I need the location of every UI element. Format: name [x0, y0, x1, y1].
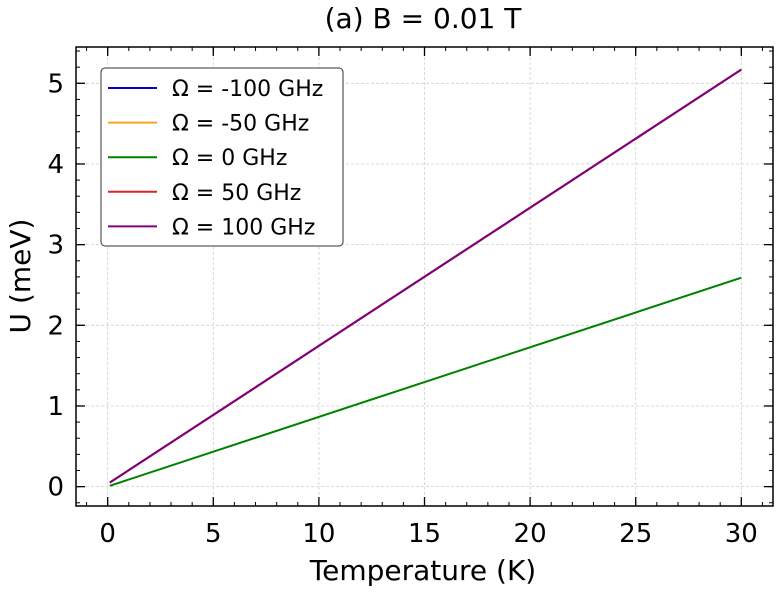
- legend-label-2: Ω = 0 GHz: [172, 146, 287, 171]
- y-tick-label: 4: [47, 150, 64, 180]
- x-tick-label: 30: [725, 519, 758, 549]
- axis-ticks: 0 5 10 15 20 25 30 0 1 2 3 4 5: [47, 47, 773, 549]
- y-tick-label: 2: [47, 311, 64, 341]
- y-tick-label: 0: [47, 473, 64, 503]
- y-tick-label: 5: [47, 69, 64, 99]
- legend-label-4: Ω = 100 GHz: [172, 215, 315, 240]
- x-tick-label: 5: [205, 519, 222, 549]
- series-lines: [109, 68, 742, 487]
- grid: [76, 47, 773, 506]
- x-tick-label: 0: [99, 519, 116, 549]
- legend-label-0: Ω = -100 GHz: [172, 77, 323, 102]
- y-tick-label: 1: [47, 392, 64, 422]
- chart-title: (a) B = 0.01 T: [325, 2, 523, 35]
- series-line-2: [109, 276, 742, 487]
- legend-label-3: Ω = 50 GHz: [172, 181, 301, 206]
- x-tick-label: 25: [619, 519, 652, 549]
- y-tick-label: 3: [47, 231, 64, 261]
- x-axis-label: Temperature (K): [309, 554, 536, 587]
- y-axis-label: U (meV): [4, 219, 37, 334]
- legend: Ω = -100 GHz Ω = -50 GHz Ω = 0 GHz Ω = 50 G…: [100, 67, 344, 247]
- legend-entries: Ω = -100 GHz Ω = -50 GHz Ω = 0 GHz Ω = 50 G…: [108, 77, 323, 240]
- legend-label-1: Ω = -50 GHz: [172, 112, 309, 137]
- x-tick-label: 15: [408, 519, 441, 549]
- series-line-4: [109, 68, 742, 484]
- legend-box: [100, 67, 344, 247]
- x-tick-label: 20: [514, 519, 547, 549]
- x-tick-label: 10: [302, 519, 335, 549]
